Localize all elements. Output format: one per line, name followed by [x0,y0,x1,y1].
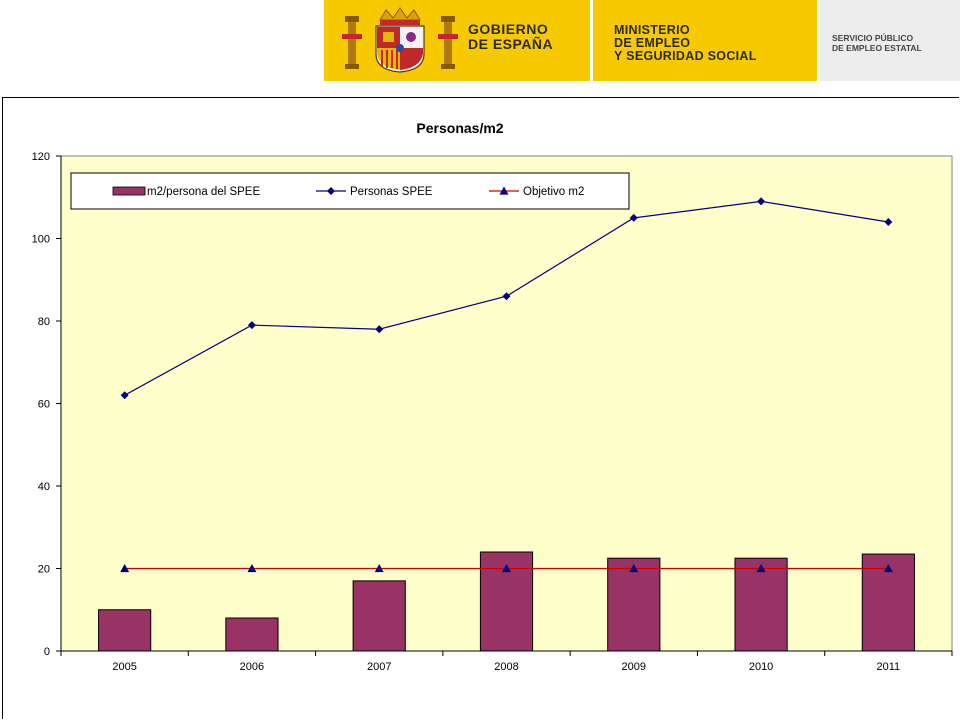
legend-swatch [112,186,146,196]
legend-marker [499,186,509,195]
y-tick-label: 40 [38,481,50,493]
gobierno-de-espana-label: GOBIERNO DE ESPAÑA [468,21,554,52]
legend-label: m2/persona del SPEE [147,186,260,198]
x-tick-label: 2011 [877,661,901,673]
legend-label: Personas SPEE [350,186,433,198]
data-point [247,564,257,573]
sepe-logo-box: SERVICIO PÚBLICO DE EMPLEO ESTATAL [820,0,960,81]
data-point [375,325,384,334]
x-tick-label: 2008 [494,661,518,673]
y-tick-label: 60 [38,399,50,411]
bar [734,557,788,652]
y-tick-label: 80 [38,316,50,328]
banner-separator [817,0,820,81]
personas-m2-chart: Personas/m2 0 20 40 60 80 100 120 2005 2006 2007 2… [32,120,953,673]
data-point [374,564,384,573]
coat-of-arms-icon [342,7,458,73]
data-point [757,197,766,206]
bar [98,609,152,652]
chart-title: Personas/m2 [416,120,503,136]
y-tick-label: 0 [44,646,50,658]
data-point [120,391,129,400]
legend-label: Objetivo m2 [523,186,584,198]
data-point [884,218,893,226]
data-point [629,213,638,222]
x-tick-label: 2006 [240,661,264,673]
bar [225,617,279,652]
data-point [120,564,130,573]
bar [607,557,661,652]
ministerio-label: MINISTERIO DE EMPLEO Y SEGURIDAD SOCIAL [614,23,757,63]
sepe-label: SERVICIO PÚBLICO DE EMPLEO ESTATAL [832,33,922,53]
data-point [883,564,893,573]
data-point [629,564,639,573]
y-tick-label: 120 [32,151,50,163]
y-tick-label: 20 [38,564,50,576]
data-point [247,321,256,330]
y-tick-label: 100 [32,234,50,246]
data-point [756,564,766,573]
legend-marker [327,187,335,195]
data-point [502,292,511,301]
x-tick-label: 2005 [112,661,136,673]
data-point [502,564,511,573]
chart-frame: Personas/m2 0 20 40 60 80 100 120 2005 2006 2007 2… [2,97,959,719]
legend [70,172,630,210]
x-tick-label: 2010 [749,661,773,673]
x-tick-label: 2009 [622,661,646,673]
plot-area: 0 20 40 60 80 100 120 2005 2006 2007 2008 2009 2010 2… [32,151,953,673]
banner-separator [590,0,593,81]
x-tick-label: 2007 [367,661,391,673]
bar [352,580,406,652]
